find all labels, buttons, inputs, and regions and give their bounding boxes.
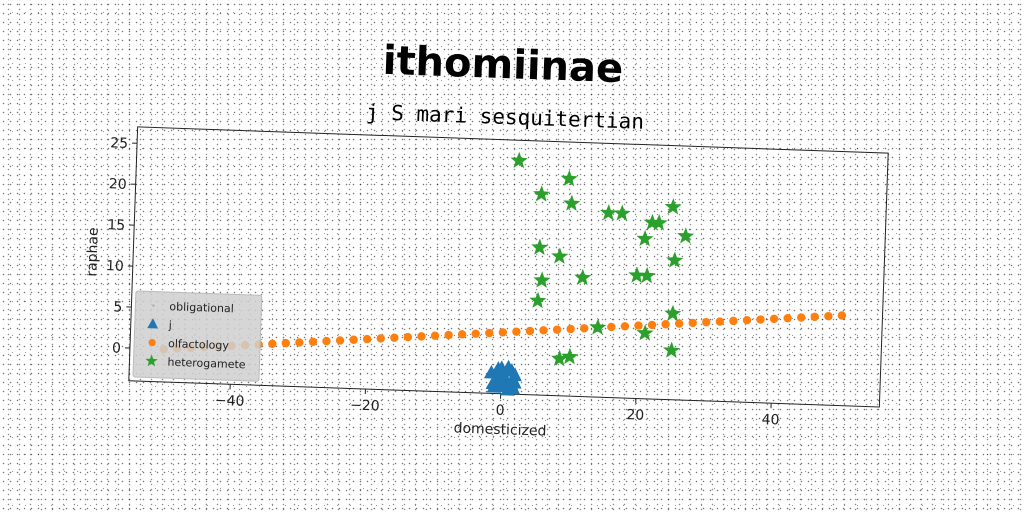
- heterogamete-point: [664, 304, 682, 322]
- heterogamete-point: [574, 268, 592, 286]
- olfactology-point: [783, 313, 792, 323]
- heterogamete-point: [551, 349, 569, 367]
- olfactology-point: [268, 339, 277, 348]
- j-point: [495, 366, 510, 380]
- olfactology-point: [498, 328, 508, 337]
- heterogamete-point: [677, 227, 695, 244]
- olfactology-point: [661, 320, 670, 329]
- olfactology-point: [797, 313, 806, 322]
- legend-label-olfactology: olfactology: [168, 337, 230, 352]
- heterogamete-point: [664, 198, 682, 215]
- legend-marker-j: [147, 318, 159, 329]
- olfactology-point: [281, 338, 291, 348]
- olfactology-point: [322, 336, 331, 346]
- heterogamete-point: [561, 347, 579, 365]
- heterogamete-point: [662, 341, 681, 358]
- plot-area: −40 −20 0 20 40 0 5 10 15 20 25 obligational j olfact…: [106, 126, 889, 429]
- olfactology-point: [756, 315, 765, 324]
- olfactology-point: [444, 330, 453, 340]
- x-tick-label: 0: [495, 403, 504, 419]
- olfactology-point: [349, 335, 358, 344]
- heterogamete-point: [560, 169, 578, 187]
- olfactology-point: [688, 318, 697, 328]
- olfactology-point: [580, 324, 589, 333]
- olfactology-point: [525, 326, 535, 336]
- olfactology-point: [769, 314, 779, 324]
- x-tick-label: −20: [350, 398, 380, 415]
- y-axis-label: raphae: [84, 227, 102, 277]
- j-point: [505, 380, 521, 395]
- heterogamete-point: [636, 324, 654, 341]
- j-point: [504, 363, 519, 378]
- olfactology-point: [674, 319, 684, 328]
- heterogamete-point: [613, 204, 631, 221]
- heterogamete-point: [628, 266, 646, 284]
- legend-marker-olfactology: [148, 338, 156, 347]
- x-tick-label: 20: [626, 407, 644, 424]
- olfactology-point: [457, 330, 467, 339]
- y-tick-label: 0: [112, 340, 121, 356]
- heterogamete-point: [638, 266, 656, 284]
- legend-marker-obligational: [152, 304, 155, 307]
- x-tick-label: −40: [215, 393, 245, 410]
- legend-box: [132, 290, 263, 382]
- olfactology-point: [308, 337, 318, 346]
- olfactology-point: [376, 334, 385, 343]
- olfactology-point: [295, 338, 304, 347]
- olfactology-point: [552, 325, 562, 334]
- olfactology-point: [471, 329, 480, 338]
- olfactology-point: [647, 320, 657, 330]
- heterogamete-point: [563, 194, 581, 211]
- chart-title: ithomiinae: [382, 38, 624, 92]
- olfactology-point: [824, 311, 833, 321]
- y-tick-label: 25: [110, 135, 128, 152]
- heterogamete-point: [600, 204, 618, 221]
- y-tick-label: 5: [113, 299, 122, 315]
- legend-label-heterogamete: heterogamete: [167, 356, 246, 372]
- legend-label-j: j: [168, 319, 173, 332]
- y-tick-label: 15: [107, 217, 125, 234]
- olfactology-point: [403, 332, 413, 342]
- olfactology-point: [702, 318, 711, 327]
- olfactology-point: [729, 316, 738, 326]
- heterogamete-point: [551, 247, 569, 264]
- heterogamete-point: [529, 291, 547, 309]
- olfactology-point: [485, 328, 494, 338]
- olfactology-point: [620, 322, 630, 331]
- heterogamete-point: [533, 271, 551, 288]
- chart-subtitle: j S mari sesquitertian: [366, 100, 645, 134]
- legend-label-obligational: obligational: [169, 300, 234, 315]
- heterogamete-point: [650, 213, 668, 231]
- j-point: [485, 375, 500, 390]
- olfactology-point: [539, 326, 548, 335]
- olfactology-point: [430, 331, 440, 340]
- olfactology-point: [715, 317, 725, 326]
- olfactology-point: [362, 334, 372, 344]
- legend-marker-heterogamete: [145, 354, 158, 367]
- x-tick-label: 40: [761, 412, 779, 429]
- olfactology-point: [607, 322, 616, 332]
- olfactology-point: [742, 316, 752, 325]
- heterogamete-point: [589, 318, 607, 335]
- olfactology-point: [634, 321, 643, 330]
- x-axis-label: domesticized: [453, 420, 546, 439]
- heterogamete-point: [666, 251, 684, 268]
- heterogamete-point: [531, 238, 549, 256]
- olfactology-point: [390, 333, 399, 342]
- olfactology-point: [837, 311, 847, 320]
- heterogamete-point: [533, 185, 551, 202]
- olfactology-point: [810, 312, 819, 322]
- olfactology-point: [335, 336, 345, 345]
- heterogamete-point: [643, 213, 661, 231]
- y-tick-label: 10: [106, 258, 124, 275]
- olfactology-point: [512, 327, 521, 336]
- y-tick-label: 20: [109, 176, 127, 193]
- heterogamete-point: [510, 151, 528, 169]
- olfactology-point: [417, 332, 426, 341]
- olfactology-point: [566, 324, 575, 334]
- heterogamete-point: [636, 229, 654, 247]
